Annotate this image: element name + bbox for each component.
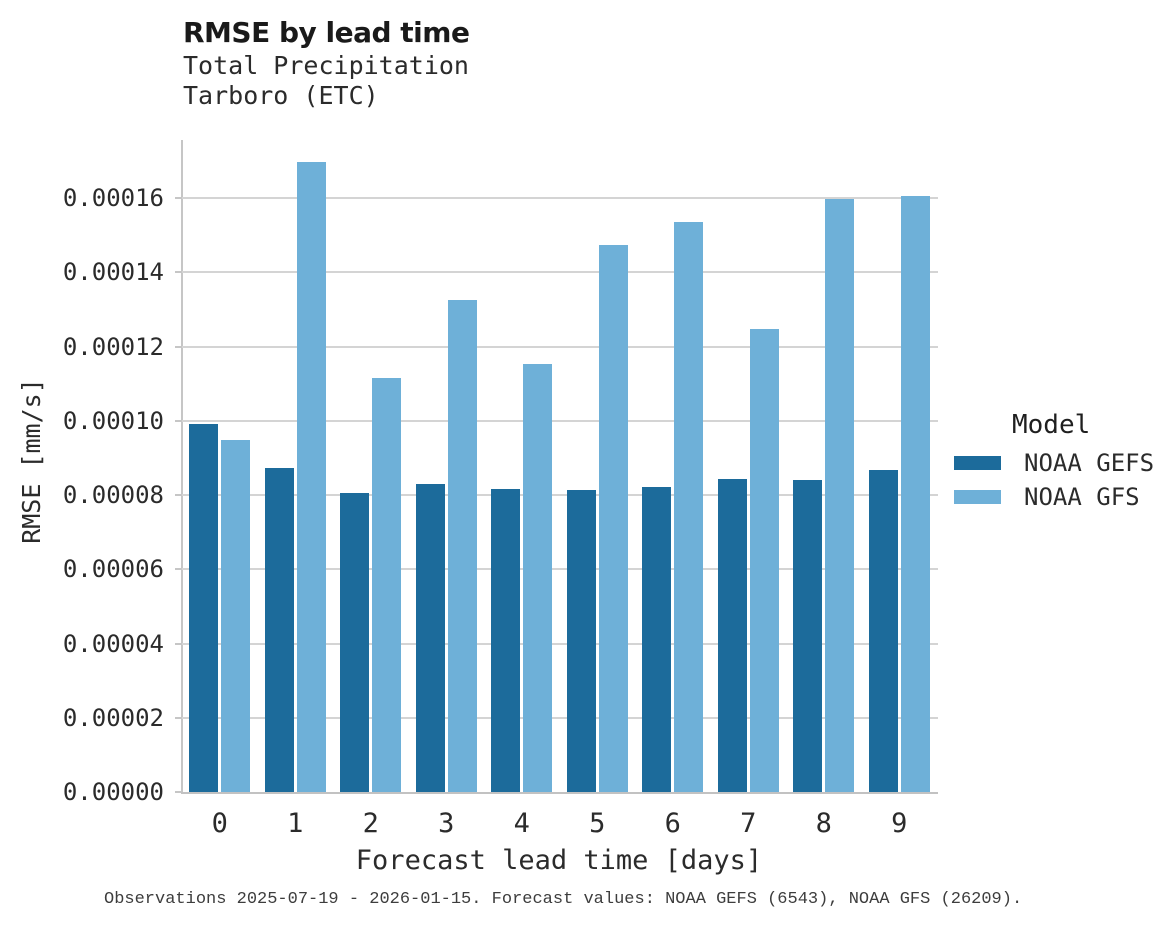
bar-noaa-gefs-lead-4 xyxy=(491,489,520,792)
bar-noaa-gefs-lead-8 xyxy=(793,480,822,792)
x-tick-label-8: 8 xyxy=(815,808,832,839)
bar-noaa-gefs-lead-3 xyxy=(416,484,445,792)
x-tick-label-4: 4 xyxy=(513,808,530,839)
x-tick-label-9: 9 xyxy=(891,808,908,839)
y-tick-label-0.00008: 0.00008 xyxy=(62,481,164,509)
bar-noaa-gfs-lead-5 xyxy=(599,245,628,792)
bar-noaa-gfs-lead-8 xyxy=(825,199,854,792)
x-tick-label-5: 5 xyxy=(589,808,606,839)
legend-label-noaa-gfs: NOAA GFS xyxy=(1024,483,1140,511)
y-tick-label-0.00014: 0.00014 xyxy=(62,258,164,287)
y-tick-mark xyxy=(175,271,181,274)
legend-title: Model xyxy=(1012,410,1091,440)
bar-noaa-gefs-lead-9 xyxy=(869,470,898,792)
y-tick-mark xyxy=(175,568,181,571)
legend-item-noaa-gefs: NOAA GEFS xyxy=(954,449,1154,477)
y-tick-mark xyxy=(175,716,181,719)
bar-noaa-gfs-lead-6 xyxy=(674,222,703,792)
gridline-y-0.00010 xyxy=(182,419,938,422)
legend-swatch-noaa-gefs xyxy=(954,456,1001,470)
gridline-y-0.00012 xyxy=(182,345,938,348)
y-tick-mark xyxy=(175,642,181,645)
y-tick-label-0.00012: 0.00012 xyxy=(62,332,164,361)
bar-noaa-gefs-lead-5 xyxy=(567,490,596,792)
chart-subtitle-variable: Total Precipitation xyxy=(183,51,469,80)
bar-noaa-gefs-lead-1 xyxy=(265,468,294,792)
x-tick-label-7: 7 xyxy=(740,808,757,839)
chart-subtitle-location: Tarboro (ETC) xyxy=(183,81,379,110)
bar-noaa-gefs-lead-0 xyxy=(189,424,218,792)
bar-noaa-gfs-lead-4 xyxy=(523,364,552,792)
x-tick-label-0: 0 xyxy=(211,808,228,839)
bar-noaa-gefs-lead-2 xyxy=(340,493,369,792)
x-tick-label-2: 2 xyxy=(362,808,379,839)
y-tick-mark xyxy=(175,494,181,496)
bar-noaa-gfs-lead-0 xyxy=(221,440,250,792)
bar-noaa-gfs-lead-9 xyxy=(901,196,930,792)
x-axis-title: Forecast lead time [days] xyxy=(355,845,763,876)
y-tick-label-0.00004: 0.00004 xyxy=(62,629,164,658)
x-tick-label-6: 6 xyxy=(664,808,681,839)
gridline-y-0.00016 xyxy=(182,197,938,199)
bar-noaa-gefs-lead-6 xyxy=(642,487,671,792)
x-tick-label-3: 3 xyxy=(438,808,455,839)
y-tick-label-0.00010: 0.00010 xyxy=(62,406,164,435)
footnote: Observations 2025-07-19 - 2026-01-15. Fo… xyxy=(104,890,1023,909)
y-tick-label-0.00006: 0.00006 xyxy=(62,555,164,584)
x-axis-line xyxy=(181,792,938,794)
x-tick-label-1: 1 xyxy=(287,808,304,839)
y-tick-mark xyxy=(175,345,181,348)
y-tick-label-0.00000: 0.00000 xyxy=(62,778,164,806)
y-tick-label-0.00016: 0.00016 xyxy=(62,184,164,212)
y-tick-mark xyxy=(175,791,181,793)
y-tick-mark xyxy=(175,419,181,422)
bar-noaa-gfs-lead-2 xyxy=(372,378,401,792)
bar-noaa-gfs-lead-7 xyxy=(750,329,779,792)
y-tick-label-0.00002: 0.00002 xyxy=(62,703,164,732)
y-axis-spine xyxy=(181,140,183,794)
bar-noaa-gefs-lead-7 xyxy=(718,479,747,792)
gridline-y-0.00006 xyxy=(182,568,938,571)
gridline-y-0.00008 xyxy=(182,494,938,496)
chart-title: RMSE by lead time xyxy=(183,16,470,49)
legend-label-noaa-gefs: NOAA GEFS xyxy=(1024,449,1155,477)
bar-noaa-gfs-lead-3 xyxy=(448,300,477,792)
bar-noaa-gfs-lead-1 xyxy=(297,162,326,792)
gridline-y-0.00014 xyxy=(182,271,938,274)
legend-swatch-noaa-gfs xyxy=(954,490,1001,504)
legend-item-noaa-gfs: NOAA GFS xyxy=(954,483,1140,511)
gridline-y-0.00002 xyxy=(182,716,938,719)
gridline-y-0.00004 xyxy=(182,642,938,645)
y-tick-mark xyxy=(175,197,181,199)
